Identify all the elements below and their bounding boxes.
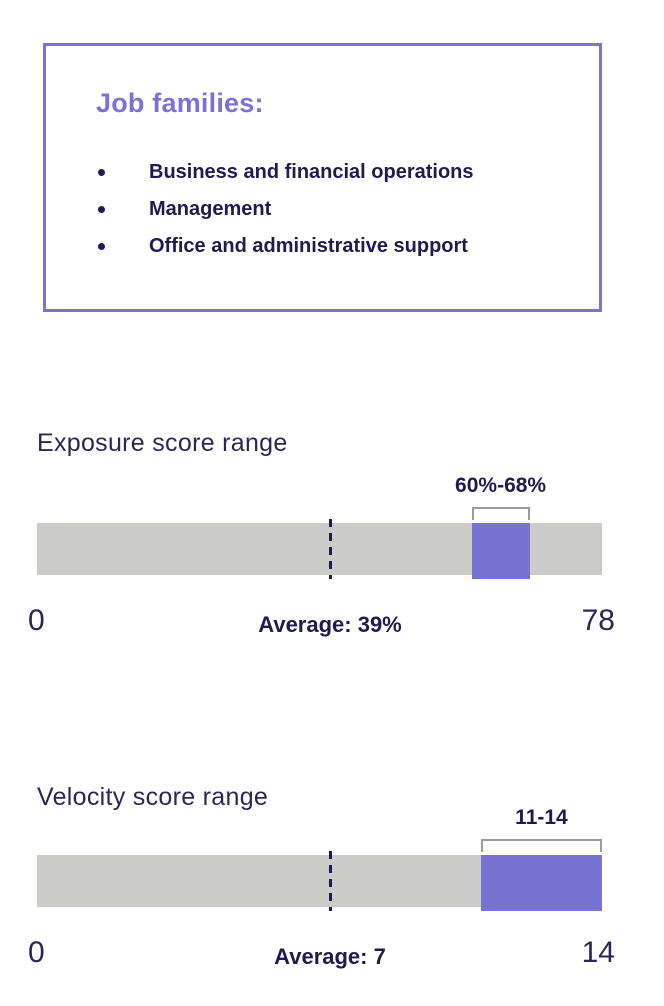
velocity-range-label: 11-14 — [515, 806, 568, 829]
exposure-highlight-segment — [471, 523, 530, 579]
velocity-average-dashed-line — [328, 851, 332, 911]
velocity-chart: 11-14 — [37, 806, 602, 911]
exposure-chart-title: Exposure score range — [37, 429, 288, 457]
velocity-average-label: Average: 7 — [274, 944, 386, 969]
list-item: Business and financial operations — [46, 154, 599, 191]
velocity-axis-max: 14 — [581, 936, 615, 969]
range-bracket — [471, 507, 530, 520]
exposure-average-label: Average: 39% — [258, 612, 402, 637]
job-families-box: Job families: Business and financial ope… — [43, 43, 602, 312]
velocity-highlight-segment — [480, 855, 602, 911]
exposure-axis-min: 0 — [28, 604, 45, 637]
velocity-axis-min: 0 — [28, 936, 45, 969]
job-families-heading: Job families: — [96, 88, 264, 118]
exposure-chart: 60%-68% — [37, 474, 602, 579]
exposure-axis-max: 78 — [581, 604, 615, 637]
list-item: Management — [46, 191, 599, 228]
list-item: Office and administrative support — [46, 228, 599, 265]
exposure-range-label: 60%-68% — [455, 474, 547, 497]
range-bracket — [480, 839, 602, 852]
velocity-chart-title: Velocity score range — [37, 783, 269, 811]
exposure-average-dashed-line — [328, 519, 332, 579]
job-families-list: Business and financial operations Manage… — [46, 154, 599, 265]
